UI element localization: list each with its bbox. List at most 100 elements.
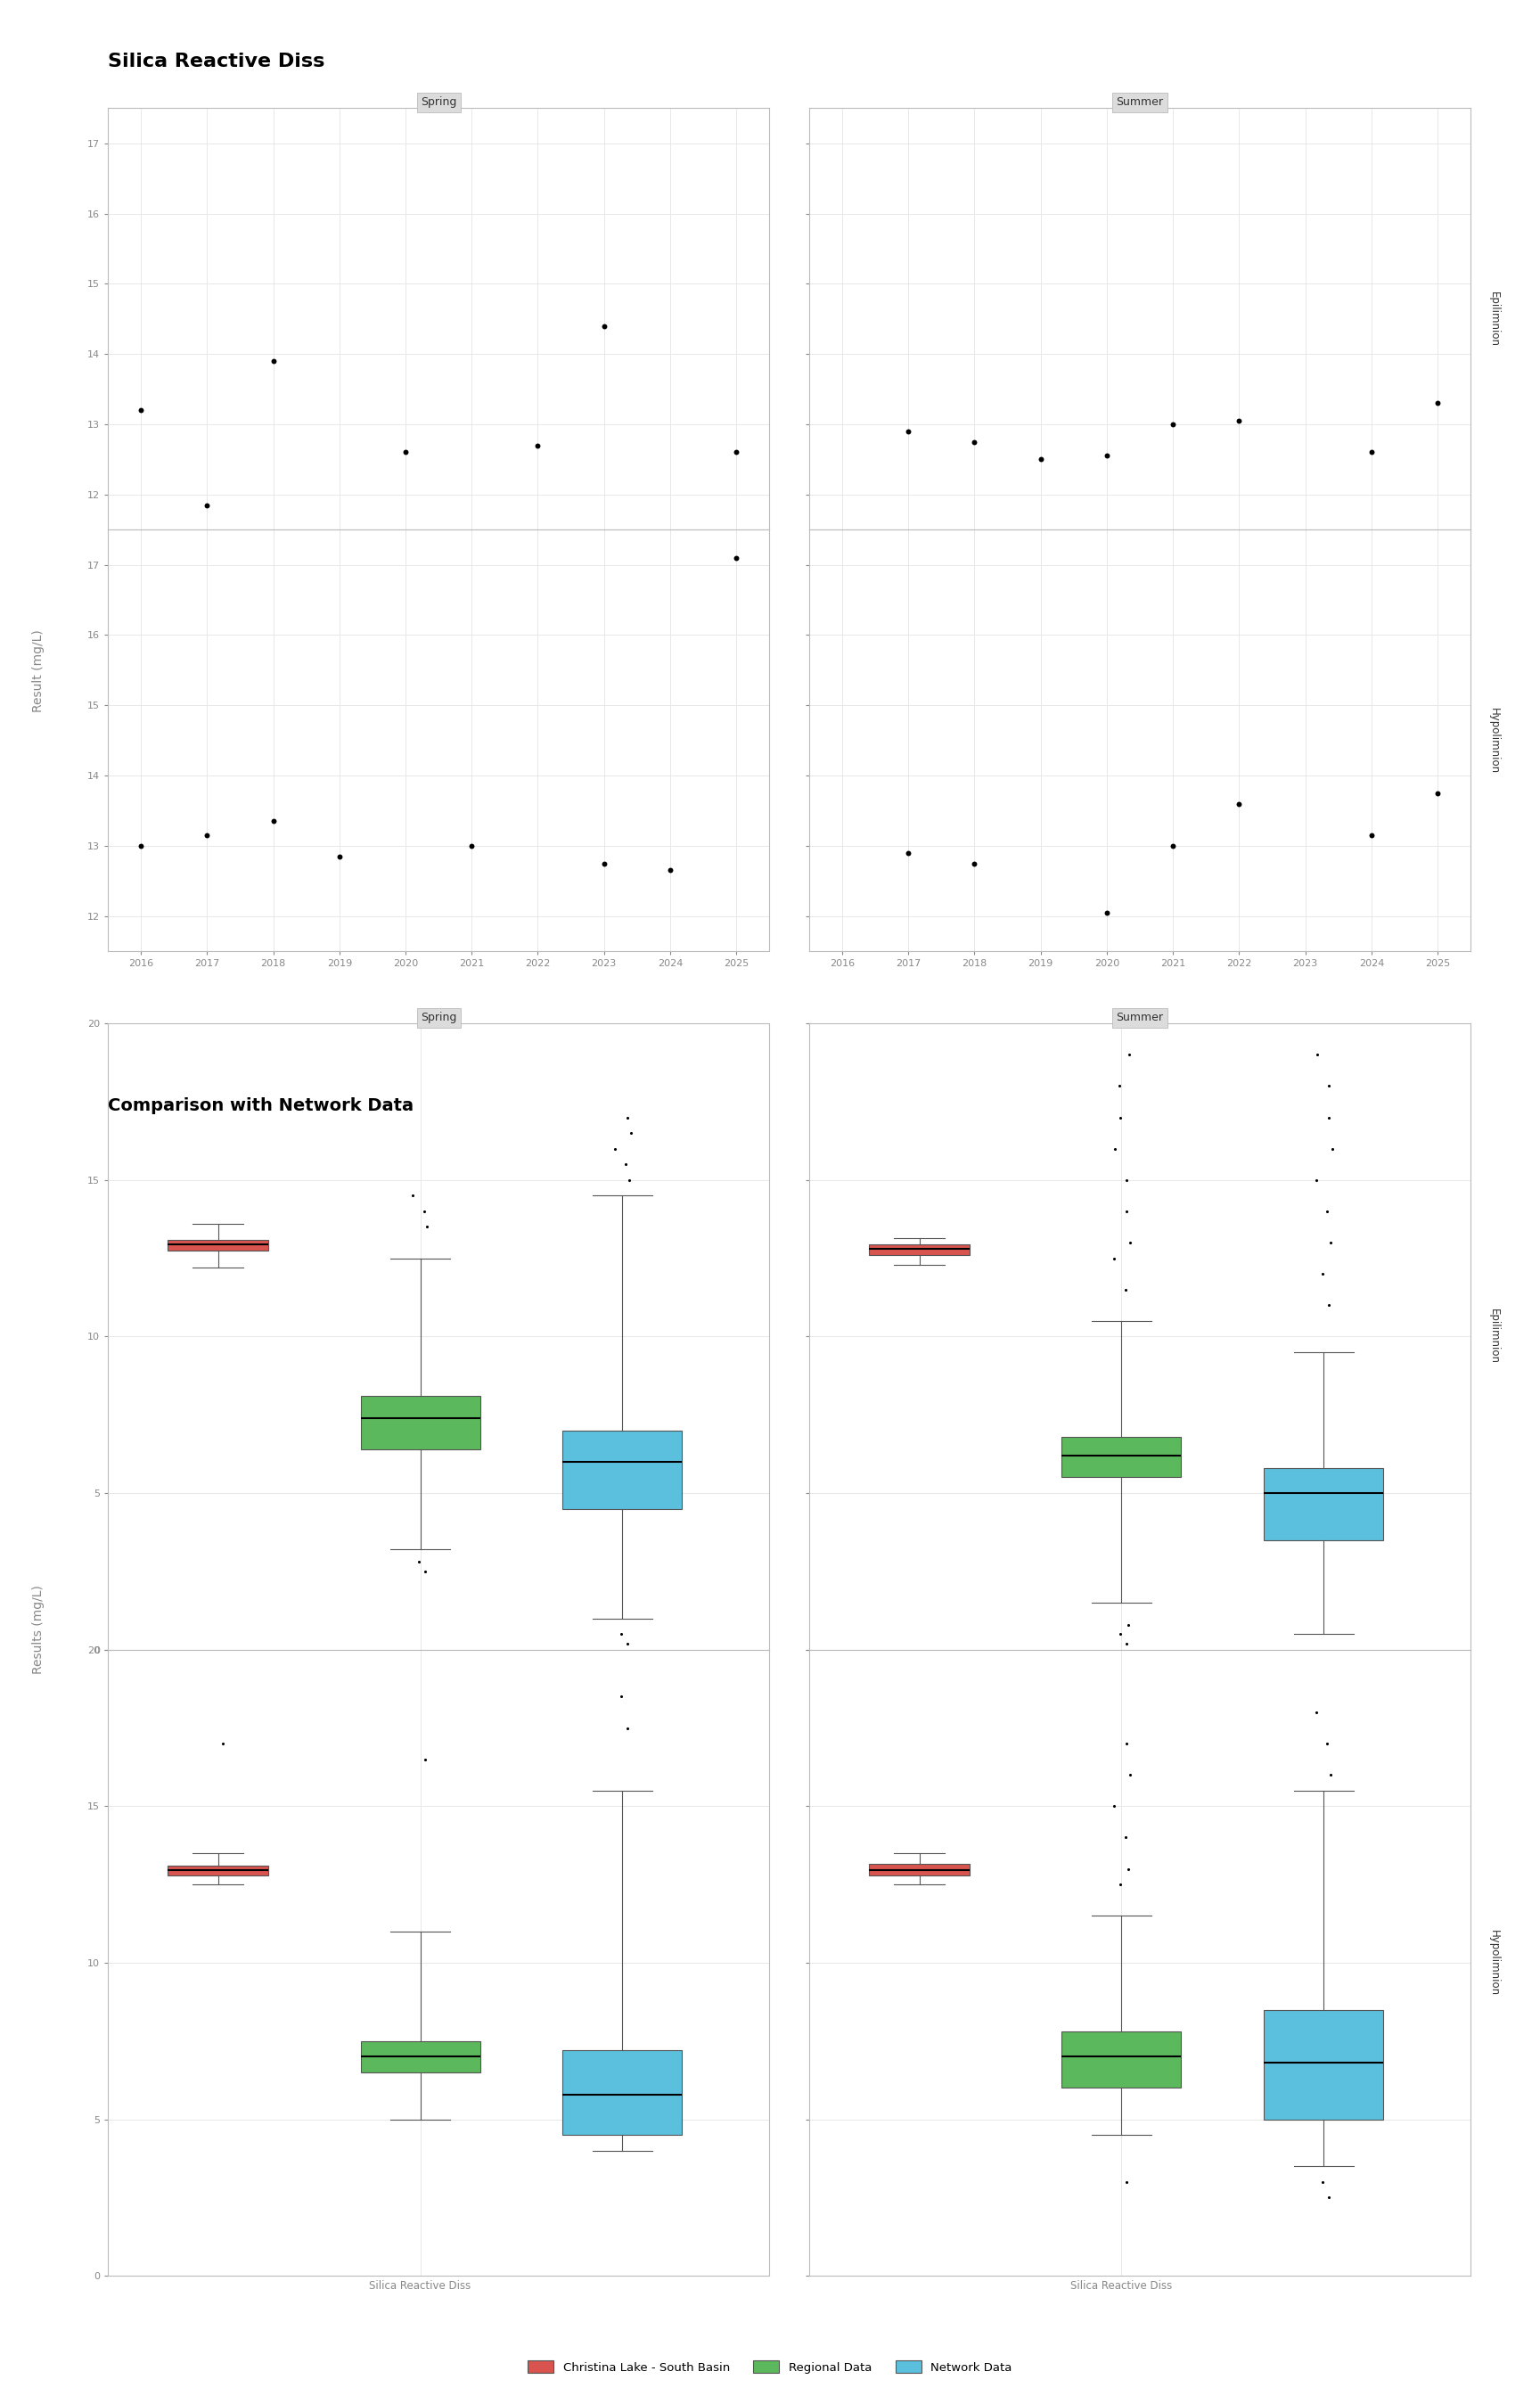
Point [616, 1160, 641, 1198]
Point [608, 1677, 633, 1716]
Point [1101, 1787, 1126, 1826]
Point [1113, 1193, 1138, 1232]
Point [724, 539, 748, 577]
Text: Comparison with Network Data: Comparison with Network Data [108, 1097, 414, 1114]
Point [400, 1176, 425, 1215]
Point [211, 1725, 236, 1763]
Point [896, 412, 921, 450]
Point [411, 1193, 436, 1232]
Point [1227, 403, 1252, 441]
PathPatch shape [360, 2041, 480, 2073]
Text: Silica Reactive Diss: Silica Reactive Diss [108, 53, 325, 69]
Point [260, 803, 285, 841]
Text: Results (mg/L): Results (mg/L) [32, 1584, 45, 1675]
Y-axis label: Epilimnion: Epilimnion [1488, 292, 1500, 347]
Point [1227, 783, 1252, 822]
Point [1315, 1193, 1340, 1232]
Point [1101, 1239, 1126, 1277]
Point [459, 827, 484, 865]
Point [1360, 434, 1384, 472]
Point [1318, 1224, 1343, 1263]
Point [591, 843, 616, 882]
Point [658, 851, 682, 889]
Point [1109, 1097, 1133, 1136]
Point [525, 426, 550, 465]
Y-axis label: Hypolimnion: Hypolimnion [1488, 707, 1500, 774]
Point [1315, 1725, 1340, 1763]
Point [194, 817, 219, 855]
Point [128, 827, 152, 865]
PathPatch shape [562, 1430, 682, 1509]
Point [1109, 1615, 1133, 1653]
Point [413, 1739, 437, 1778]
Point [1311, 2164, 1335, 2202]
Point [194, 486, 219, 525]
Point [1116, 1605, 1141, 1644]
Point [1317, 1066, 1341, 1105]
Point [724, 434, 748, 472]
Point [962, 422, 987, 460]
Point [1115, 1624, 1140, 1663]
Point [1095, 894, 1120, 932]
Point [602, 1129, 627, 1167]
Point [413, 1553, 437, 1591]
Point [1103, 1129, 1127, 1167]
Point [260, 343, 285, 381]
Point [1304, 1035, 1329, 1073]
Point [1161, 827, 1186, 865]
Point [1113, 1725, 1138, 1763]
Title: Summer: Summer [1116, 1011, 1164, 1023]
Point [1304, 1694, 1329, 1732]
PathPatch shape [1264, 1469, 1383, 1541]
Point [619, 1114, 644, 1152]
PathPatch shape [1061, 1438, 1181, 1478]
Point [1116, 1850, 1141, 1888]
PathPatch shape [1264, 2010, 1383, 2120]
Point [1426, 774, 1451, 812]
Point [1118, 1756, 1143, 1795]
PathPatch shape [360, 1397, 480, 1450]
PathPatch shape [1061, 2032, 1181, 2087]
Point [1095, 436, 1120, 474]
Point [608, 1615, 633, 1653]
PathPatch shape [869, 1244, 970, 1256]
Y-axis label: Hypolimnion: Hypolimnion [1488, 1929, 1500, 1996]
Point [1360, 817, 1384, 855]
Point [591, 307, 616, 345]
Point [1118, 1224, 1143, 1263]
Point [414, 1208, 439, 1246]
Point [1113, 1270, 1138, 1308]
Point [1304, 1160, 1329, 1198]
Point [407, 1543, 431, 1581]
Legend: Christina Lake - South Basin, Regional Data, Network Data: Christina Lake - South Basin, Regional D… [524, 2355, 1016, 2379]
PathPatch shape [562, 2051, 682, 2135]
Title: Spring: Spring [420, 96, 456, 108]
Title: Summer: Summer [1116, 96, 1164, 108]
Point [1311, 1256, 1335, 1294]
Point [1317, 1097, 1341, 1136]
Point [1318, 1756, 1343, 1795]
Y-axis label: Epilimnion: Epilimnion [1488, 1308, 1500, 1363]
Point [1109, 1866, 1133, 1905]
PathPatch shape [168, 1239, 268, 1251]
Point [1317, 2178, 1341, 2216]
Point [1029, 441, 1053, 479]
Point [1116, 1035, 1141, 1073]
Point [393, 434, 417, 472]
Point [613, 1145, 638, 1184]
Point [1115, 2164, 1140, 2202]
Point [1113, 1819, 1138, 1857]
Point [962, 843, 987, 882]
Text: Result (mg/L): Result (mg/L) [32, 630, 45, 712]
PathPatch shape [869, 1864, 970, 1876]
Point [896, 834, 921, 872]
Point [614, 1708, 639, 1747]
Point [614, 1097, 639, 1136]
PathPatch shape [168, 1866, 268, 1876]
Point [1320, 1129, 1344, 1167]
Point [1115, 1160, 1140, 1198]
Point [1426, 383, 1451, 422]
Point [1317, 1287, 1341, 1325]
Point [1161, 405, 1186, 443]
Point [614, 1624, 639, 1663]
